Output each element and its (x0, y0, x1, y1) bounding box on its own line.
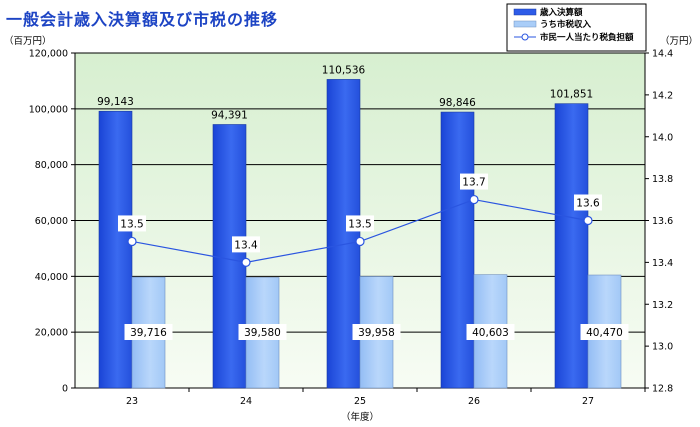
y-left-tick-label: 120,000 (29, 49, 68, 60)
data-labels: 99,143 39,716 94,391 39,580 110,536 39,958 98,… (97, 64, 629, 340)
line-marker (127, 236, 137, 247)
x-tick-label: 24 (240, 396, 252, 407)
x-tick-label: 25 (354, 396, 366, 407)
x-tick-label: 26 (468, 396, 480, 407)
data-label-line: 13.6 (576, 198, 600, 210)
x-axis-label: （年度） (341, 411, 379, 423)
data-label-bg (466, 324, 515, 340)
y-right-tick-label: 13.4 (652, 258, 673, 269)
y-right-tick-label: 14.0 (652, 132, 673, 143)
bar-main (212, 124, 247, 389)
data-label-sub: 39,580 (244, 327, 281, 339)
y-right-tick-label: 13.0 (652, 342, 673, 353)
bar-main (326, 79, 361, 389)
y-right-axis-label: （万円） (660, 35, 698, 47)
data-label-sub: 40,470 (586, 327, 623, 339)
y-left-tick-label: 80,000 (35, 160, 68, 171)
y-right-tick-label: 13.8 (652, 174, 673, 185)
y-left-tick-label: 40,000 (35, 272, 68, 283)
line-marker (241, 257, 251, 267)
legend-label-main: 歳入決算額 (539, 7, 583, 18)
y-right-tick-label: 14.4 (652, 49, 673, 60)
bar-main (554, 103, 589, 389)
data-label-sub: 39,958 (358, 327, 395, 339)
legend-swatch-main (513, 8, 537, 16)
data-label-bg (346, 215, 374, 232)
data-label-sub: 39,716 (130, 327, 167, 339)
data-label-main: 110,536 (322, 64, 366, 76)
legend-swatch-marker (521, 33, 529, 41)
data-label-bg (580, 324, 629, 340)
bar-main (98, 110, 133, 389)
legend-label-sub: うち市税収入 (540, 19, 592, 30)
y-right-tick-label: 14.2 (652, 90, 673, 101)
data-label-line: 13.7 (462, 177, 485, 189)
data-label-bg (124, 324, 173, 340)
data-label-bg (352, 324, 401, 340)
data-label-sub: 40,603 (472, 327, 509, 339)
y-left-tick-label: 100,000 (29, 104, 68, 115)
data-label-bg (232, 236, 260, 253)
y-left-tick-label: 60,000 (35, 216, 68, 227)
data-label-bg (460, 173, 488, 190)
x-tick-label: 27 (582, 396, 594, 407)
bar-main (440, 111, 475, 389)
data-label-bg (238, 324, 287, 340)
chart-title: 一般会計歳入決算額及び市税の推移 (6, 10, 279, 29)
legend-swatch-sub (513, 20, 537, 28)
data-label-line: 13.5 (120, 218, 143, 230)
data-label-main: 101,851 (550, 89, 593, 101)
data-label-line: 13.4 (234, 239, 258, 251)
y-right-tick-label: 13.6 (652, 216, 673, 227)
data-label-main: 99,143 (97, 96, 134, 108)
line-marker (583, 215, 593, 226)
data-label-bg (118, 215, 146, 232)
y-left-axis-label: （百万円） (4, 35, 52, 47)
data-label-line: 13.5 (348, 218, 371, 230)
data-label-bg (574, 194, 602, 211)
y-left-tick-label: 0 (62, 384, 68, 395)
y-right-tick-label: 12.8 (652, 384, 673, 395)
line-marker (469, 194, 479, 205)
data-label-main: 98,846 (439, 97, 476, 109)
y-left-tick-label: 20,000 (35, 328, 68, 339)
legend: 歳入決算額 うち市税収入 市民一人当たり税負担額 (506, 3, 647, 52)
axes: 0 20,000 40,000 60,000 80,000 100,000 120,000 1… (29, 49, 673, 408)
y-right-tick-label: 13.2 (652, 300, 673, 311)
bar-series-main (98, 79, 589, 389)
x-tick-label: 23 (126, 396, 138, 407)
legend-label-line: 市民一人当たり税負担額 (540, 32, 634, 43)
line-marker (355, 236, 365, 247)
line-series (127, 194, 593, 267)
data-label-main: 94,391 (211, 109, 248, 121)
